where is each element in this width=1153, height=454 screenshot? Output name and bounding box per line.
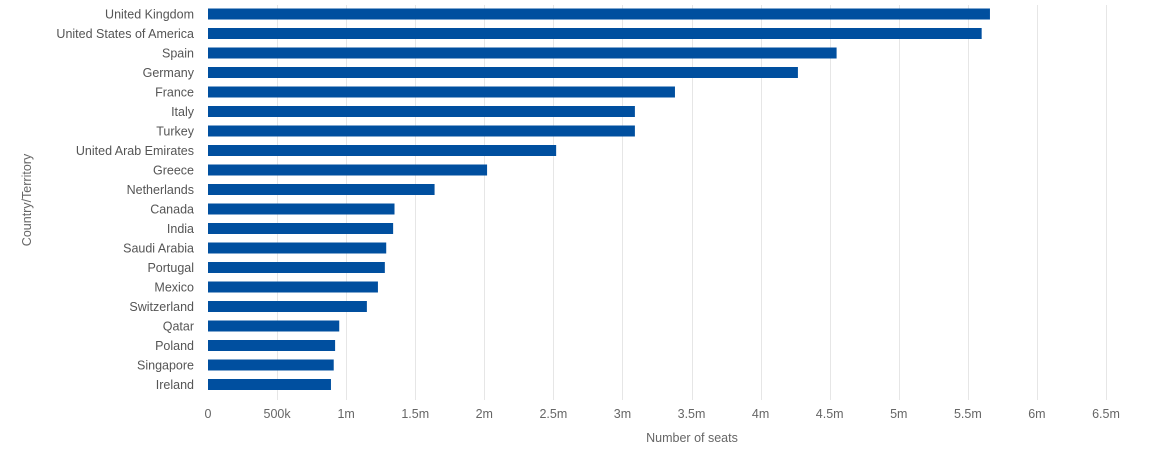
bar[interactable] <box>208 203 395 215</box>
x-tick-label: 3.5m <box>678 407 706 421</box>
x-tick-label: 6m <box>1028 407 1045 421</box>
category-label: Greece <box>153 164 194 178</box>
category-label: India <box>167 222 194 236</box>
category-label: United States of America <box>56 27 194 41</box>
bar[interactable] <box>208 301 367 312</box>
bar[interactable] <box>208 28 982 39</box>
x-tick-label: 5m <box>890 407 907 421</box>
bar[interactable] <box>208 262 385 273</box>
bar[interactable] <box>208 145 557 156</box>
category-label: Saudi Arabia <box>123 242 194 256</box>
bar[interactable] <box>208 86 675 98</box>
bar[interactable] <box>208 67 798 78</box>
category-label: Portugal <box>147 261 194 275</box>
x-tick-label: 4m <box>752 407 769 421</box>
category-label: Germany <box>143 66 195 80</box>
x-tick-label: 1m <box>337 407 354 421</box>
bar[interactable] <box>208 320 340 332</box>
bar[interactable] <box>208 281 378 293</box>
bar[interactable] <box>208 8 990 20</box>
x-tick-labels: 0 500k 1m 1.5m 2m 2.5m 3m 3.5m 4m 4.5m 5m 5.5m 6m 6.5… <box>205 407 1120 421</box>
bar[interactable] <box>208 242 387 254</box>
y-axis-title: Country/Territory <box>20 153 34 246</box>
x-tick-label: 5.5m <box>954 407 982 421</box>
bars-layer <box>208 8 990 390</box>
category-label: United Arab Emirates <box>76 144 194 158</box>
category-label: Mexico <box>154 281 194 295</box>
x-tick-label: 1.5m <box>401 407 429 421</box>
category-label: France <box>155 86 194 100</box>
bar[interactable] <box>208 379 331 390</box>
bar[interactable] <box>208 223 394 234</box>
bar[interactable] <box>208 340 336 351</box>
bar[interactable] <box>208 106 635 117</box>
category-label: Canada <box>150 203 194 217</box>
x-tick-label: 0 <box>205 407 212 421</box>
x-tick-label: 2m <box>476 407 493 421</box>
category-label: Ireland <box>156 378 194 392</box>
x-tick-label: 4.5m <box>816 407 844 421</box>
category-label: United Kingdom <box>105 8 194 22</box>
bar[interactable] <box>208 184 435 195</box>
bar[interactable] <box>208 125 635 137</box>
x-tick-label: 500k <box>264 407 292 421</box>
category-label: Qatar <box>163 320 194 334</box>
x-tick-label: 6.5m <box>1092 407 1120 421</box>
bar[interactable] <box>208 47 837 59</box>
x-tick-label: 3m <box>614 407 631 421</box>
category-label: Poland <box>155 339 194 353</box>
bar[interactable] <box>208 359 334 371</box>
category-labels: United Kingdom United States of America Sp… <box>56 8 194 393</box>
category-label: Turkey <box>156 125 194 139</box>
category-label: Italy <box>171 105 195 119</box>
x-axis-title: Number of seats <box>646 431 738 445</box>
category-label: Switzerland <box>129 300 194 314</box>
category-label: Singapore <box>137 359 194 373</box>
grid-layer <box>277 5 1107 400</box>
x-tick-label: 2.5m <box>539 407 567 421</box>
bar[interactable] <box>208 164 488 176</box>
category-label: Spain <box>162 47 194 61</box>
category-label: Netherlands <box>127 183 194 197</box>
